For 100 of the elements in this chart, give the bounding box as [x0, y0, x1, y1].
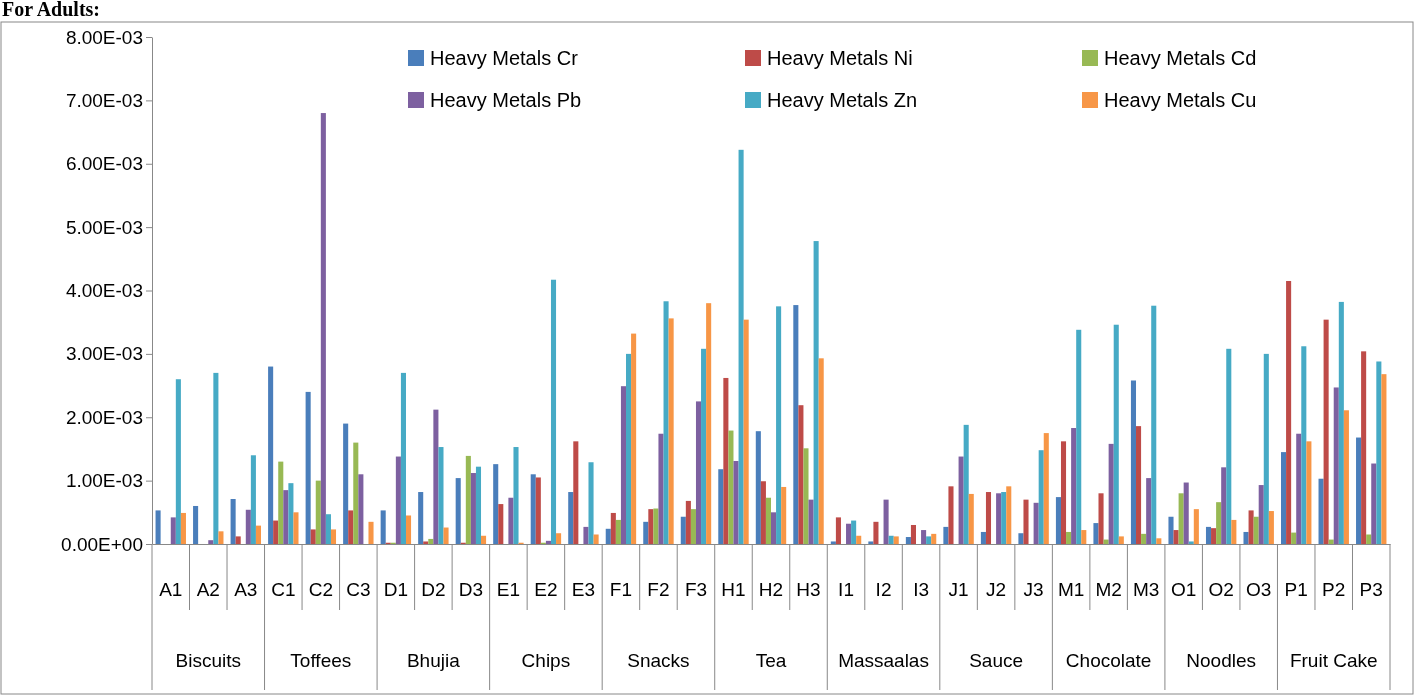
bar	[1168, 516, 1174, 544]
bar	[1118, 536, 1124, 544]
x-tick-label: D2	[421, 579, 446, 600]
bar	[1328, 539, 1334, 544]
x-tick-label: C2	[308, 579, 333, 600]
bar	[155, 510, 161, 544]
legend-label: Heavy Metals Cr	[430, 47, 579, 69]
bar	[475, 466, 482, 544]
bar	[218, 531, 224, 544]
x-tick-label: H1	[721, 579, 746, 600]
bar	[1066, 531, 1072, 544]
x-tick-label: M1	[1057, 579, 1085, 600]
bar	[1033, 502, 1039, 544]
y-tick-label: 1.00E-03	[65, 470, 143, 492]
text: Tea	[755, 650, 787, 671]
bar	[733, 460, 739, 544]
bar	[1093, 523, 1099, 544]
bar	[1038, 450, 1044, 544]
bar	[513, 447, 519, 544]
bar	[1081, 530, 1087, 544]
bar	[423, 541, 429, 544]
bar	[493, 464, 499, 544]
bar	[348, 510, 354, 544]
bar	[400, 372, 406, 544]
text: Chips	[521, 650, 571, 671]
bar	[1018, 533, 1024, 544]
bar	[1151, 305, 1157, 544]
bar	[310, 529, 316, 544]
bar	[245, 509, 251, 544]
x-tick-label: J2	[986, 579, 1007, 600]
bar	[680, 516, 686, 544]
bar	[968, 493, 974, 544]
text: Noodles	[1186, 650, 1257, 671]
x-tick-label: A2	[196, 579, 220, 600]
x-tick-label: O3	[1246, 579, 1272, 600]
x-tick-label: H3	[796, 579, 821, 600]
bar	[1173, 530, 1179, 544]
x-tick-label: A3	[234, 579, 258, 600]
bar	[963, 424, 969, 544]
bar	[330, 529, 337, 544]
bar	[1178, 493, 1184, 544]
bar	[465, 455, 471, 544]
y-tick-label: 3.00E-03	[65, 343, 143, 365]
bar	[888, 535, 894, 544]
bar	[743, 319, 749, 544]
text: Massaalas	[838, 650, 929, 671]
x-tick-label: M2	[1095, 579, 1122, 600]
bar	[803, 448, 809, 544]
bar	[1291, 532, 1297, 544]
bar	[856, 535, 862, 544]
bar	[1318, 478, 1324, 544]
bar	[1253, 516, 1259, 544]
bar	[268, 366, 274, 544]
bar	[818, 358, 824, 544]
bar	[593, 534, 599, 544]
bar	[428, 538, 434, 544]
bar	[873, 521, 879, 544]
bar	[1108, 443, 1114, 544]
bar	[835, 517, 841, 544]
bar	[530, 474, 536, 544]
legend-label: Heavy Metals Zn	[767, 89, 918, 111]
bar	[771, 512, 777, 544]
legend-label: Heavy Metals Pb	[430, 89, 582, 111]
y-tick-label: 4.00E-03	[65, 280, 143, 302]
bar	[1371, 463, 1377, 544]
bar	[1023, 499, 1029, 544]
bar	[573, 441, 579, 544]
bar	[568, 492, 574, 544]
bar	[273, 520, 279, 544]
bar	[701, 348, 707, 544]
bar	[1156, 538, 1162, 544]
text: Sauce	[969, 650, 1024, 671]
y-tick-label: 5.00E-03	[65, 216, 143, 238]
bar	[405, 515, 412, 544]
bar	[1188, 541, 1194, 544]
x-tick-label: F1	[609, 579, 633, 600]
bar	[851, 520, 857, 544]
bar	[1323, 319, 1329, 544]
bar	[395, 456, 401, 544]
bar	[545, 540, 551, 544]
y-tick-label: 0.00E+00	[61, 533, 143, 555]
bar	[615, 519, 621, 544]
bar	[1263, 353, 1269, 544]
bar	[643, 521, 649, 544]
bar	[1296, 433, 1302, 544]
x-tick-label: P3	[1359, 579, 1383, 600]
bar	[1306, 441, 1312, 544]
bar	[588, 462, 594, 544]
bar	[760, 481, 766, 544]
bar	[556, 533, 562, 544]
bar	[438, 447, 444, 544]
bar	[278, 461, 284, 544]
bar	[230, 499, 236, 544]
bar	[1076, 329, 1082, 544]
bar	[905, 537, 911, 544]
bar	[755, 431, 761, 544]
bar	[293, 512, 299, 544]
bar	[368, 521, 374, 544]
y-tick-label: 2.00E-03	[65, 406, 143, 428]
bar	[728, 430, 734, 544]
